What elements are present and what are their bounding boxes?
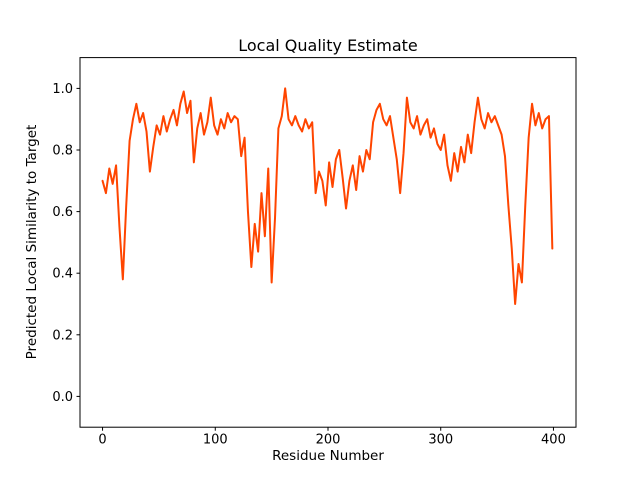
x-axis-label: Residue Number	[272, 448, 384, 464]
quality-estimate-line	[101, 87, 554, 305]
y-tick-label: 0.8	[52, 144, 73, 159]
chart-title: Local Quality Estimate	[238, 36, 417, 55]
y-tick-label: 0.0	[52, 390, 73, 405]
y-axis-label: Predicted Local Similarity to Target	[24, 125, 40, 360]
x-tick-label: 100	[203, 433, 228, 448]
x-tick-label: 200	[316, 433, 341, 448]
y-tick-label: 0.6	[52, 205, 73, 220]
y-tick-label: 0.2	[52, 328, 73, 343]
y-tick-label: 0.4	[52, 267, 73, 282]
x-tick-label: 300	[428, 433, 453, 448]
x-tick-label: 400	[541, 433, 566, 448]
plot-area: 0 100 200 300 400 0.0 0.2 0.4 0.6 0.8 1.0	[52, 57, 577, 448]
x-tick-label: 0	[98, 433, 106, 448]
axes-spines	[79, 57, 577, 428]
y-tick-label: 1.0	[52, 82, 73, 97]
